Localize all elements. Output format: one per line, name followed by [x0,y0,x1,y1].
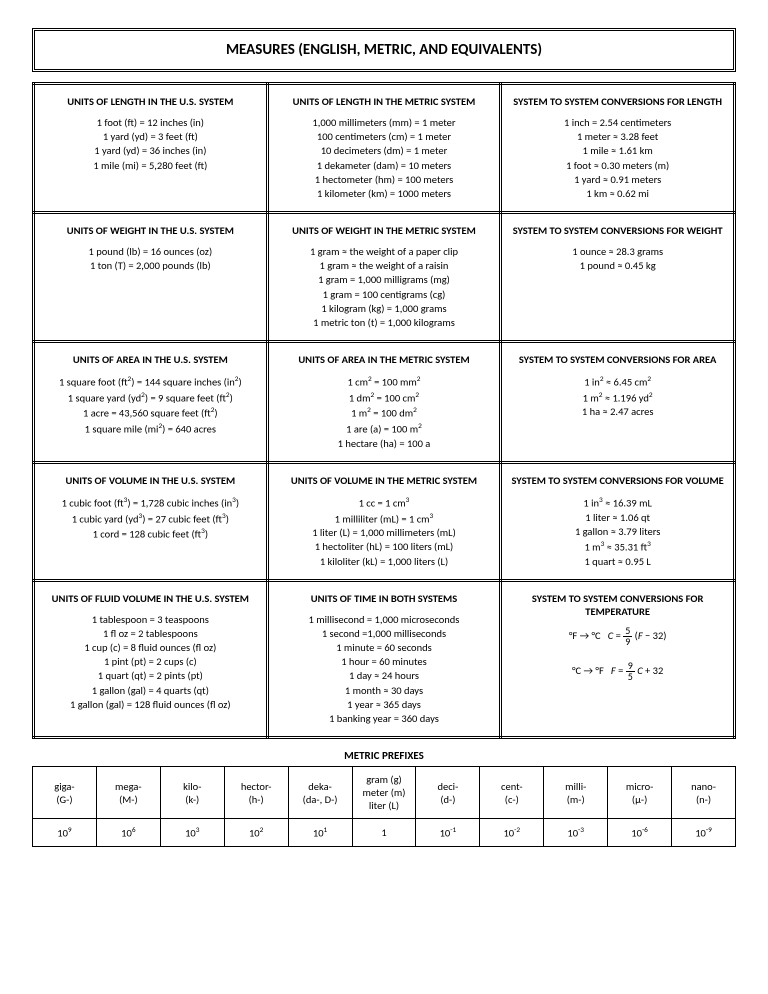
prefixes-table: giga-(G-)mega-(M-)kilo-(k-)hector-(h-)de… [32,766,736,847]
prefix-cell-0-4: deka-(da-, D-) [288,767,352,819]
page-title: MEASURES (ENGLISH, METRIC, AND EQUIVALEN… [32,28,736,72]
prefix-cell-0-6: deci-(d-) [416,767,480,819]
grid-cell-2-1: UNITS OF AREA IN THE METRIC SYSTEM 1 cm2 … [267,342,501,463]
grid-cell-2-0: UNITS OF AREA IN THE U.S. SYSTEM 1 square… [34,342,268,463]
cell-body: 1 cm2 = 100 mm21 dm2 = 100 cm21 m2 = 100… [277,374,492,451]
cell-heading: UNITS OF LENGTH IN THE METRIC SYSTEM [277,95,492,108]
grid-cell-3-1: UNITS OF VOLUME IN THE METRIC SYSTEM 1 cc… [267,462,501,580]
cell-body: 1 square foot (ft2) = 144 square inches … [43,374,258,437]
prefix-cell-0-1: mega-(M-) [96,767,160,819]
grid-cell-3-2: SYSTEM TO SYSTEM CONVERSIONS FOR VOLUME 1… [501,462,735,580]
prefix-cell-1-5: 1 [352,819,416,847]
cell-heading: UNITS OF TIME IN BOTH SYSTEMS [277,592,492,605]
prefix-cell-1-8: 10-3 [544,819,608,847]
cell-heading: UNITS OF LENGTH IN THE U.S. SYSTEM [43,95,258,108]
cell-body: 1 foot (ft) = 12 inches (in)1 yard (yd) … [43,116,258,173]
cell-heading: SYSTEM TO SYSTEM CONVERSIONS FOR VOLUME [510,474,725,487]
grid-cell-1-2: SYSTEM TO SYSTEM CONVERSIONS FOR WEIGHT 1… [501,213,735,342]
cell-heading: UNITS OF AREA IN THE METRIC SYSTEM [277,353,492,366]
grid-cell-2-2: SYSTEM TO SYSTEM CONVERSIONS FOR AREA 1 i… [501,342,735,463]
cell-heading: UNITS OF AREA IN THE U.S. SYSTEM [43,353,258,366]
cell-heading: SYSTEM TO SYSTEM CONVERSIONS FOR LENGTH [510,95,725,108]
cell-heading: SYSTEM TO SYSTEM CONVERSIONS FOR WEIGHT [510,224,725,237]
cell-heading: SYSTEM TO SYSTEM CONVERSIONS FOR TEMPERA… [510,592,725,618]
cell-heading: UNITS OF WEIGHT IN THE METRIC SYSTEM [277,224,492,237]
prefix-cell-1-2: 103 [160,819,224,847]
grid-cell-1-0: UNITS OF WEIGHT IN THE U.S. SYSTEM 1 poun… [34,213,268,342]
cell-body: 1 cc = 1 cm31 milliliter (mL) = 1 cm31 l… [277,495,492,569]
prefix-cell-0-0: giga-(G-) [33,767,97,819]
prefix-cell-1-10: 10-9 [672,819,736,847]
cell-body: 1 in3 ≈ 16.39 mL1 liter ≈ 1.06 qt1 gallo… [510,495,725,569]
cell-heading: UNITS OF VOLUME IN THE U.S. SYSTEM [43,474,258,487]
prefix-cell-0-10: nano-(n-) [672,767,736,819]
cell-body: 1 ounce ≈ 28.3 grams1 pound ≈ 0.45 kg [510,245,725,273]
grid-cell-3-0: UNITS OF VOLUME IN THE U.S. SYSTEM 1 cubi… [34,462,268,580]
prefix-cell-0-5: gram (g)meter (m)liter (L) [352,767,416,819]
cell-heading: UNITS OF FLUID VOLUME IN THE U.S. SYSTEM [43,592,258,605]
prefix-cell-1-7: 10-2 [480,819,544,847]
prefix-cell-0-7: cent-(c-) [480,767,544,819]
cell-heading: UNITS OF WEIGHT IN THE U.S. SYSTEM [43,224,258,237]
prefix-cell-0-3: hector-(h-) [224,767,288,819]
prefix-cell-1-3: 102 [224,819,288,847]
cell-body: 1 millisecond = 1,000 microseconds1 seco… [277,613,492,726]
prefix-cell-0-8: milli-(m-) [544,767,608,819]
cell-body: 1 pound (lb) = 16 ounces (oz)1 ton (T) =… [43,245,258,273]
prefix-cell-1-0: 109 [33,819,97,847]
cell-heading: SYSTEM TO SYSTEM CONVERSIONS FOR AREA [510,353,725,366]
prefix-cell-1-9: 10-6 [608,819,672,847]
prefix-cell-1-6: 10-1 [416,819,480,847]
cell-body: 1 gram ≈ the weight of a paper clip1 gra… [277,245,492,330]
cell-body: 1 in2 ≈ 6.45 cm21 m2 ≈ 1.196 yd21 ha ≈ 2… [510,374,725,420]
cell-body: 1 cubic foot (ft3) = 1,728 cubic inches … [43,495,258,542]
grid-cell-0-1: UNITS OF LENGTH IN THE METRIC SYSTEM 1,00… [267,84,501,213]
prefix-cell-0-2: kilo-(k-) [160,767,224,819]
grid-cell-4-0: UNITS OF FLUID VOLUME IN THE U.S. SYSTEM… [34,580,268,737]
grid-cell-0-0: UNITS OF LENGTH IN THE U.S. SYSTEM 1 foot… [34,84,268,213]
prefix-cell-0-9: micro-(μ-) [608,767,672,819]
cell-body: 1,000 millimeters (mm) = 1 meter100 cent… [277,116,492,201]
cell-body: °F → °C C = 59 (F − 32)°C → °F F = 95 C … [510,626,725,682]
grid-cell-0-2: SYSTEM TO SYSTEM CONVERSIONS FOR LENGTH 1… [501,84,735,213]
grid-cell-1-1: UNITS OF WEIGHT IN THE METRIC SYSTEM 1 gr… [267,213,501,342]
measures-grid: UNITS OF LENGTH IN THE U.S. SYSTEM 1 foot… [32,82,736,739]
grid-cell-4-2: SYSTEM TO SYSTEM CONVERSIONS FOR TEMPERA… [501,580,735,737]
cell-body: 1 inch = 2.54 centimeters1 meter ≈ 3.28 … [510,116,725,201]
prefix-cell-1-4: 101 [288,819,352,847]
cell-heading: UNITS OF VOLUME IN THE METRIC SYSTEM [277,474,492,487]
grid-cell-4-1: UNITS OF TIME IN BOTH SYSTEMS 1 milliseco… [267,580,501,737]
prefix-cell-1-1: 106 [96,819,160,847]
prefixes-title: METRIC PREFIXES [32,749,736,762]
cell-body: 1 tablespoon = 3 teaspoons1 fl oz = 2 ta… [43,613,258,712]
